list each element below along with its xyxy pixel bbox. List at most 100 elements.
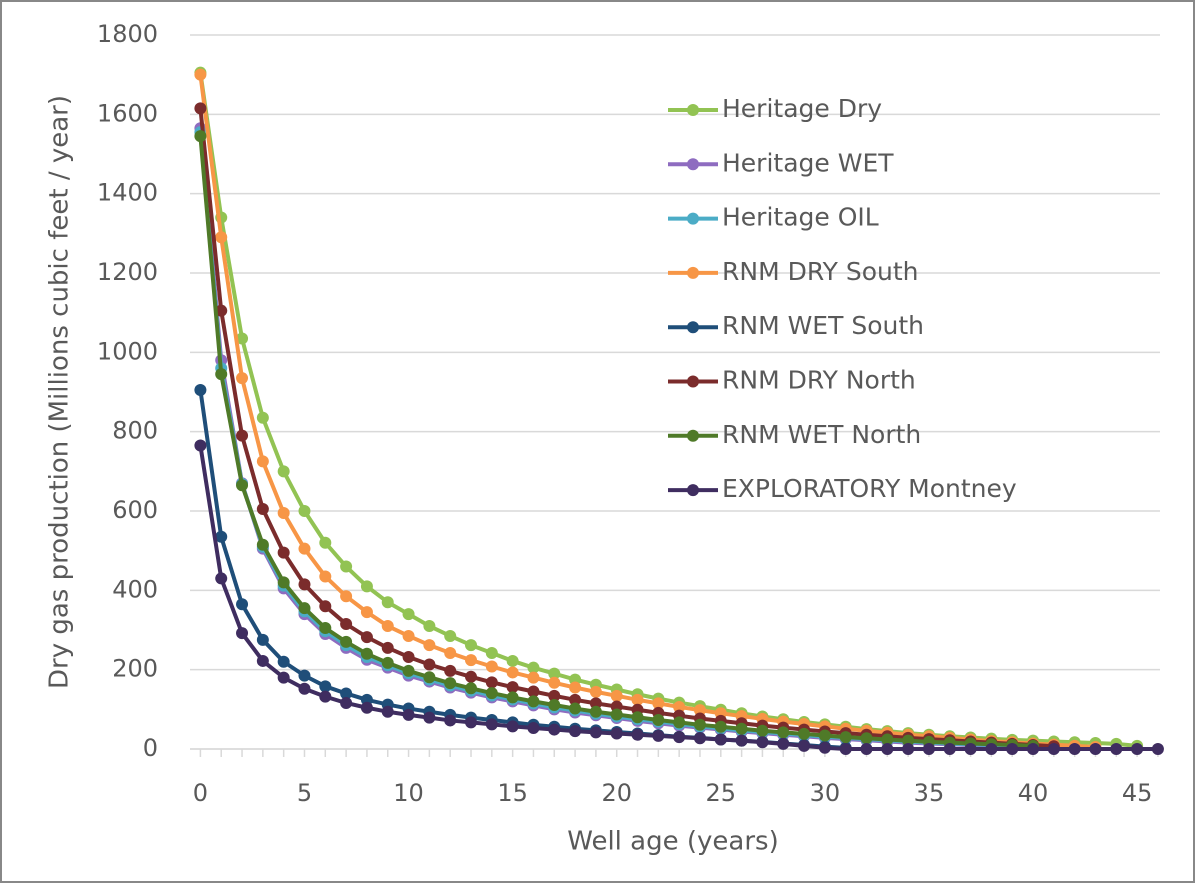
data-point xyxy=(381,641,394,654)
data-point xyxy=(340,687,353,700)
legend-marker xyxy=(687,429,699,442)
data-point xyxy=(527,721,540,734)
data-point xyxy=(277,546,290,559)
data-point xyxy=(548,698,561,711)
data-point xyxy=(423,620,436,633)
data-point xyxy=(922,743,935,755)
data-point xyxy=(818,741,831,754)
data-point xyxy=(1068,743,1081,755)
data-point xyxy=(756,736,769,749)
data-point xyxy=(693,732,706,745)
data-point xyxy=(1151,743,1164,755)
x-axis-title: Well age (years) xyxy=(567,827,778,857)
data-point xyxy=(506,681,519,694)
data-point xyxy=(839,743,852,755)
data-point xyxy=(569,725,582,738)
data-point xyxy=(714,733,727,746)
data-point xyxy=(943,743,956,755)
data-point xyxy=(298,505,311,517)
data-point xyxy=(839,731,852,744)
data-point xyxy=(340,635,353,648)
data-point xyxy=(423,658,436,671)
data-point xyxy=(610,727,623,740)
legend-marker xyxy=(687,104,699,116)
data-point xyxy=(881,733,894,746)
legend-label: RNM WET South xyxy=(722,311,924,340)
data-point xyxy=(735,722,748,735)
data-point xyxy=(215,304,228,317)
data-point xyxy=(277,465,290,478)
data-point xyxy=(985,743,998,755)
x-tick-label: 40 xyxy=(1018,779,1049,807)
data-point xyxy=(652,729,665,742)
data-point xyxy=(589,705,602,718)
legend-marker xyxy=(687,212,699,225)
data-point xyxy=(423,639,436,652)
data-point xyxy=(194,384,207,397)
x-tick-label: 25 xyxy=(706,779,737,807)
data-point xyxy=(860,732,873,745)
data-point xyxy=(256,503,269,516)
data-point xyxy=(236,429,249,442)
data-point xyxy=(610,689,623,702)
data-point xyxy=(1047,743,1060,755)
data-point xyxy=(714,720,727,733)
data-point xyxy=(194,68,207,81)
data-point xyxy=(277,506,290,519)
data-point xyxy=(319,622,332,635)
data-point xyxy=(485,660,498,673)
data-point xyxy=(402,664,415,677)
data-point xyxy=(693,704,706,717)
data-point xyxy=(1089,743,1102,755)
x-tick-label: 10 xyxy=(393,779,424,807)
data-point xyxy=(360,701,373,714)
data-point xyxy=(1027,743,1040,755)
data-point xyxy=(256,654,269,667)
data-point xyxy=(631,711,644,724)
data-point xyxy=(881,743,894,755)
data-point xyxy=(798,739,811,752)
x-tick-label: 45 xyxy=(1122,779,1153,807)
data-point xyxy=(465,639,478,652)
legend-label: EXPLORATORY Montney xyxy=(722,474,1017,503)
data-point xyxy=(215,368,228,381)
data-point xyxy=(735,734,748,747)
x-tick-label: 30 xyxy=(810,779,841,807)
data-point xyxy=(298,669,311,682)
data-point xyxy=(756,724,769,737)
y-tick-label: 600 xyxy=(112,496,158,524)
data-point xyxy=(256,411,269,424)
data-point xyxy=(402,629,415,642)
data-point xyxy=(569,681,582,694)
data-point xyxy=(506,654,519,667)
legend-marker xyxy=(687,484,699,497)
data-point xyxy=(610,708,623,721)
data-point xyxy=(569,702,582,715)
data-point xyxy=(319,536,332,549)
y-tick-label: 1200 xyxy=(97,258,158,286)
data-point xyxy=(444,664,457,677)
data-point xyxy=(298,578,311,591)
x-tick-label: 0 xyxy=(193,779,208,807)
data-point xyxy=(194,102,207,115)
legend-label: Heritage OIL xyxy=(722,203,879,232)
data-point xyxy=(298,682,311,695)
data-point xyxy=(402,650,415,663)
data-point xyxy=(277,576,290,589)
legend-label: RNM DRY North xyxy=(722,366,916,395)
data-point xyxy=(340,590,353,603)
data-point xyxy=(527,661,540,674)
data-point xyxy=(215,572,228,585)
legend-marker xyxy=(687,321,699,334)
data-point xyxy=(964,743,977,755)
data-point xyxy=(589,726,602,739)
data-point xyxy=(298,542,311,555)
data-point xyxy=(631,693,644,706)
x-tick-label: 5 xyxy=(297,779,312,807)
data-point xyxy=(215,231,228,244)
y-tick-label: 800 xyxy=(112,417,158,445)
data-point xyxy=(485,647,498,660)
data-point xyxy=(319,570,332,583)
